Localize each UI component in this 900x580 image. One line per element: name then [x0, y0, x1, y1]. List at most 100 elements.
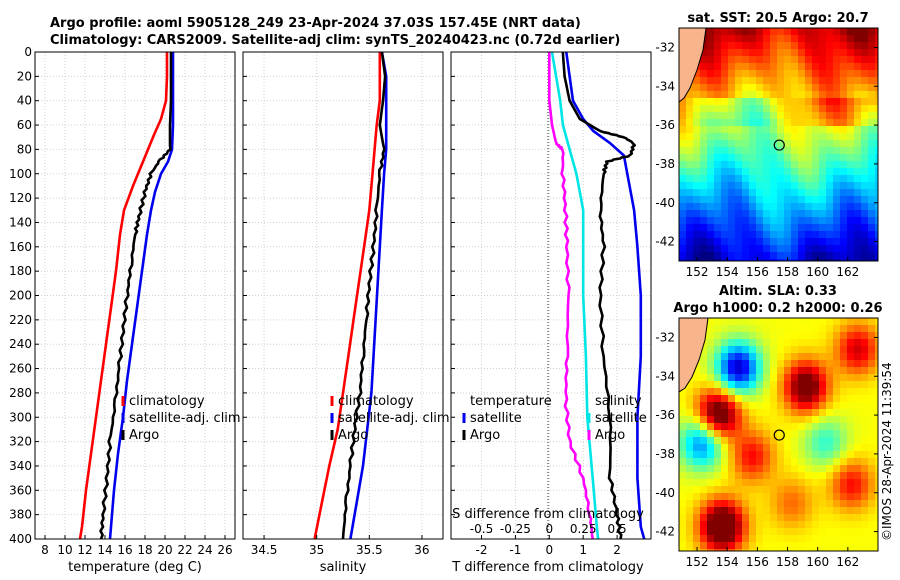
sst-cell: [812, 35, 819, 42]
sla-cell: [819, 472, 826, 479]
sst-cell: [826, 245, 833, 252]
sst-cell: [798, 84, 805, 91]
sla-cell: [847, 416, 854, 423]
sst-cell: [875, 168, 878, 175]
x-tick-label: 8: [41, 543, 49, 557]
sla-cell: [749, 521, 756, 528]
sst-cell: [812, 133, 819, 140]
sst-cell: [805, 210, 812, 217]
sst-cell: [854, 42, 861, 49]
sla-cell: [777, 521, 784, 528]
sla-cell: [693, 465, 700, 472]
sla-cell: [728, 318, 735, 325]
sla-cell: [868, 332, 875, 339]
sla-cell: [756, 374, 763, 381]
sla-cell: [798, 465, 805, 472]
sla-cell: [742, 472, 749, 479]
sla-cell: [854, 360, 861, 367]
sst-cell: [679, 231, 686, 238]
sla-cell: [700, 381, 707, 388]
sst-cell: [833, 63, 840, 70]
sla-cell: [854, 472, 861, 479]
sla-cell: [742, 360, 749, 367]
sla-cell: [770, 486, 777, 493]
sst-cell: [868, 140, 875, 147]
sla-cell: [714, 430, 721, 437]
sla-cell: [735, 535, 742, 542]
sst-cell: [714, 63, 721, 70]
sst-cell: [728, 35, 735, 42]
sla-cell: [777, 332, 784, 339]
sla-cell: [756, 514, 763, 521]
sst-cell: [777, 175, 784, 182]
sst-cell: [763, 182, 770, 189]
map-lat-label: -32: [655, 330, 675, 344]
sst-cell: [819, 168, 826, 175]
sst-cell: [875, 84, 878, 91]
sla-cell: [812, 346, 819, 353]
sla-cell: [756, 535, 763, 542]
sst-cell: [805, 84, 812, 91]
sst-cell: [784, 140, 791, 147]
sst-cell: [714, 238, 721, 245]
sst-cell: [833, 49, 840, 56]
sla-cell: [791, 346, 798, 353]
sla-cell: [770, 346, 777, 353]
sla-cell: [833, 388, 840, 395]
map-lon-label: 156: [746, 555, 769, 569]
sla-cell: [693, 472, 700, 479]
sla-cell: [861, 332, 868, 339]
sla-cell: [840, 507, 847, 514]
sla-cell: [763, 465, 770, 472]
sst-cell: [840, 42, 847, 49]
sst-cell: [756, 63, 763, 70]
sla-cell: [763, 402, 770, 409]
sla-cell: [679, 472, 686, 479]
sla-cell: [770, 402, 777, 409]
sla-cell: [770, 493, 777, 500]
sst-cell: [805, 217, 812, 224]
sst-cell: [756, 231, 763, 238]
sst-cell: [700, 182, 707, 189]
sst-cell: [791, 203, 798, 210]
sla-cell: [826, 381, 833, 388]
t-difference-xlabel: T difference from climatology: [451, 560, 644, 575]
sst-cell: [784, 175, 791, 182]
sst-cell: [728, 175, 735, 182]
sla-cell: [728, 381, 735, 388]
sla-cell: [679, 388, 686, 395]
sla-cell: [749, 332, 756, 339]
sla-cell: [777, 500, 784, 507]
sst-cell: [875, 56, 878, 63]
sla-cell: [847, 395, 854, 402]
sst-cell: [777, 182, 784, 189]
sla-cell: [728, 339, 735, 346]
sla-cell: [742, 409, 749, 416]
sst-cell: [798, 154, 805, 161]
sst-cell: [861, 168, 868, 175]
sla-cell: [749, 500, 756, 507]
sla-cell: [707, 437, 714, 444]
sla-cell: [749, 325, 756, 332]
sla-cell: [833, 444, 840, 451]
sla-cell: [770, 318, 777, 325]
sla-cell: [840, 430, 847, 437]
sst-cell: [861, 133, 868, 140]
sla-cell: [735, 500, 742, 507]
sla-cell: [819, 346, 826, 353]
sst-cell: [679, 203, 686, 210]
sst-cell: [770, 70, 777, 77]
sla-cell: [819, 374, 826, 381]
map-lat-label: -32: [655, 40, 675, 54]
sla-cell: [840, 535, 847, 542]
sst-cell: [707, 189, 714, 196]
sst-cell: [735, 140, 742, 147]
sla-cell: [854, 479, 861, 486]
sst-cell: [854, 133, 861, 140]
sla-cell: [812, 465, 819, 472]
sst-cell: [777, 28, 784, 35]
sla-cell: [728, 465, 735, 472]
sla-cell: [854, 437, 861, 444]
sla-cell: [707, 409, 714, 416]
sla-cell: [714, 542, 721, 549]
